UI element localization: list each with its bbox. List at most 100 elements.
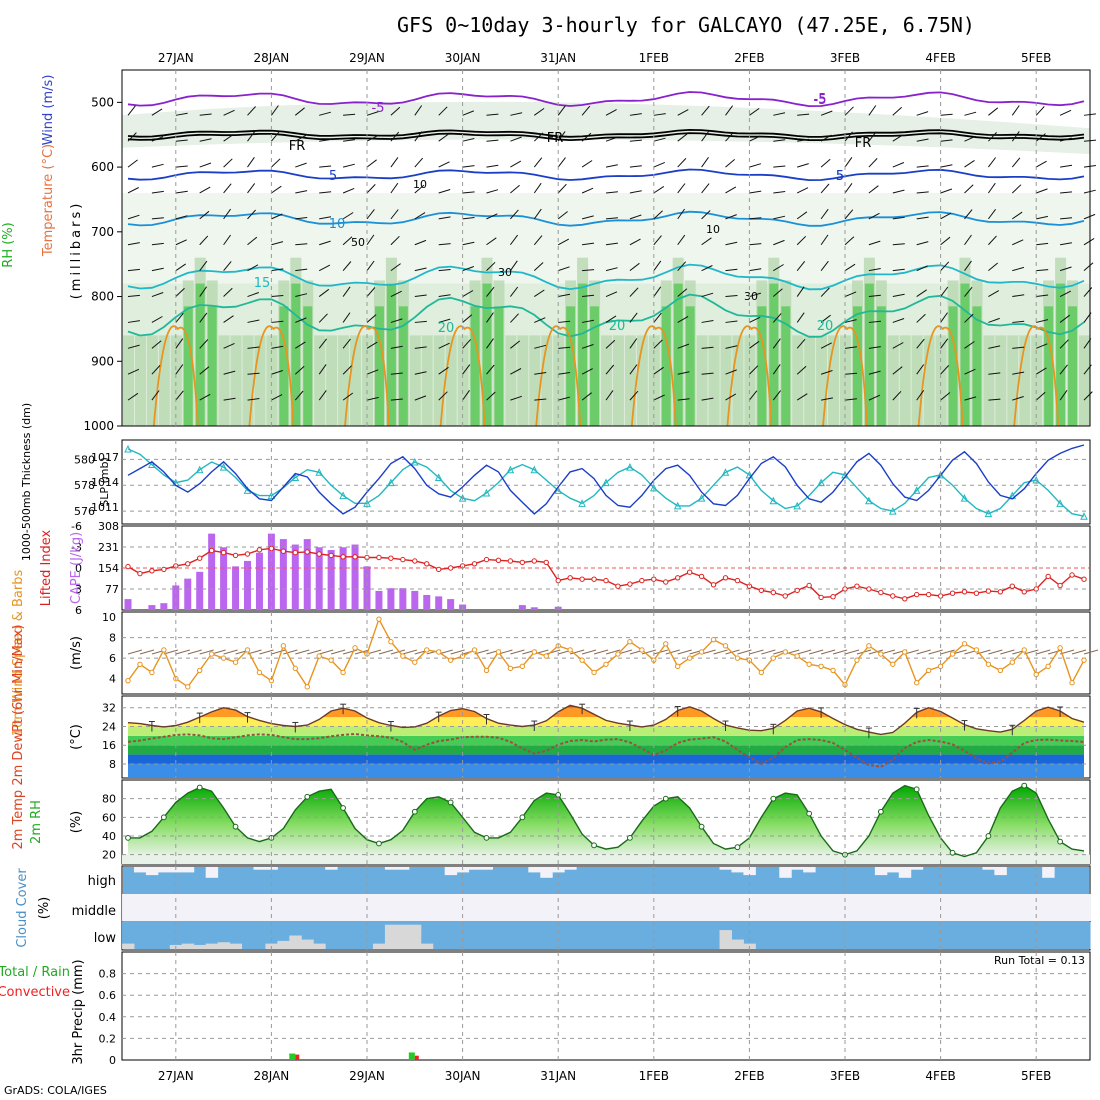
wind-barb: [964, 111, 977, 116]
wind-barb: [796, 393, 808, 401]
cloud-gap: [683, 922, 697, 949]
wind-barb: [1036, 242, 1049, 246]
wind-barb: [247, 319, 260, 323]
wind-barb: [390, 131, 400, 142]
wind10-speed-line-marker: [890, 661, 896, 667]
surface-wind-barb: [187, 649, 202, 655]
wind-barb: [677, 183, 686, 194]
wind-barb: [510, 112, 523, 116]
cloud-gap: [707, 894, 721, 921]
ylabel-mb: (millibars): [69, 201, 84, 300]
rh-column-moist: [279, 306, 289, 426]
wind-barb: [940, 392, 951, 401]
cloud-gap: [504, 922, 517, 949]
surface-wind-barb: [175, 649, 190, 655]
temp-band: [128, 707, 1084, 718]
cloud-gap: [791, 922, 804, 949]
rh-column: [1007, 335, 1019, 426]
cloud-gap: [874, 922, 888, 949]
wind10-speed-line-marker: [304, 684, 310, 690]
cloud-gap: [564, 894, 577, 921]
wind10-speed-line-marker: [914, 680, 920, 686]
rh2m-marker: [376, 840, 382, 847]
cloud-gap: [349, 894, 362, 921]
thickness-marker: [410, 457, 419, 466]
cloud-gap: [779, 894, 792, 921]
bottom-date-label: 5FEB: [1021, 1069, 1051, 1083]
lifted-index-line-marker: [758, 587, 765, 594]
wind-barb: [605, 136, 618, 142]
wind10-tick: 10: [102, 611, 116, 624]
ylabel-wind: Wind (m/s): [41, 75, 56, 146]
wind-barb: [1012, 346, 1025, 349]
run-total: Run Total = 0.13: [994, 954, 1085, 967]
rh-column-moist: [590, 306, 600, 426]
ylabel-total-rain: Total / Rain: [0, 965, 70, 980]
wind-barb: [366, 341, 378, 349]
surface-temp-loop: [1013, 325, 1060, 427]
rh-column-moist: [470, 306, 480, 426]
lifted-index-line-marker: [1069, 572, 1075, 578]
wind-barb: [605, 164, 618, 168]
wind-barb: [342, 286, 351, 297]
wind-barb: [820, 314, 831, 323]
ylabel-lifted: Lifted Index: [39, 529, 54, 606]
wind-barb: [749, 316, 761, 323]
ylabel-convective: Convective: [0, 985, 70, 1000]
thickness-line: [127, 448, 1085, 517]
cloud-gap: [1054, 922, 1067, 949]
wind10-speed-line-marker: [543, 653, 549, 659]
wind-barb: [199, 260, 208, 271]
cloud-gap: [145, 922, 159, 949]
wind-barb: [1011, 131, 1020, 142]
surface-temp-loop: [917, 325, 964, 427]
wind-barb: [629, 139, 642, 142]
rh-column-moist: [852, 306, 862, 426]
wind-barb: [127, 214, 140, 220]
thickness-marker: [434, 473, 443, 481]
wind-barb: [773, 215, 786, 220]
cloud-gap: [635, 922, 649, 949]
wind-barb: [892, 216, 905, 220]
wind-barb: [677, 261, 687, 271]
cloud-gap: [803, 922, 816, 949]
wind-barb: [892, 318, 905, 323]
wind-barb: [510, 395, 522, 401]
wind-barb: [725, 131, 734, 142]
wind-barb: [486, 164, 499, 168]
cloud-gap: [468, 922, 482, 949]
wind-barb: [319, 240, 331, 246]
cloud-gap: [229, 894, 243, 921]
surface-wind-barb: [988, 649, 1003, 655]
lifted-index-line-marker: [615, 583, 621, 589]
wind-barb: [318, 264, 331, 272]
rh-column: [744, 335, 756, 426]
cloud-gap: [623, 922, 637, 949]
cloud-gap: [779, 867, 792, 878]
wind-barb: [294, 365, 305, 375]
rh-column-moist: [661, 306, 671, 426]
wind-barb: [725, 268, 738, 272]
rh-column-moist: [303, 306, 313, 426]
wind-barb: [797, 163, 809, 168]
surface-wind-barb: [797, 649, 812, 655]
wind-barb: [1011, 157, 1021, 168]
cloud-gap: [731, 922, 744, 940]
wind10-speed-line-marker: [878, 651, 884, 657]
wind-barb: [127, 242, 140, 246]
wind-barb: [988, 345, 1001, 349]
wind-barb: [868, 240, 881, 246]
wind-barb: [534, 289, 545, 297]
wind-barb: [844, 209, 854, 220]
cloud-gap: [337, 894, 350, 921]
cloud-gap: [325, 922, 338, 949]
wind-barb: [725, 105, 734, 116]
wind-barb: [318, 338, 327, 349]
cloud-gap: [755, 894, 768, 921]
wind-barb: [1012, 320, 1025, 323]
wind-barb: [319, 191, 332, 194]
wind-barb: [964, 341, 975, 349]
rh-column: [601, 335, 612, 426]
lifted-tick: 0: [75, 562, 82, 575]
wind-barb: [533, 182, 542, 194]
